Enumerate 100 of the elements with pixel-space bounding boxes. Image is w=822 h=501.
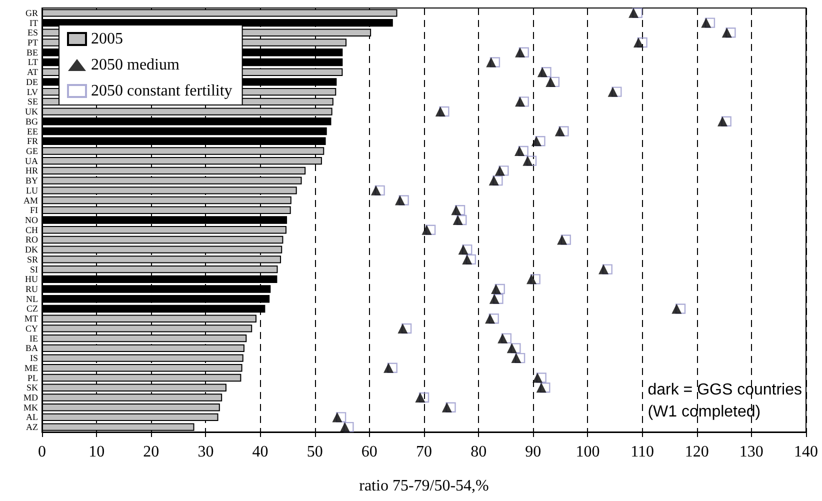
point [491, 284, 502, 294]
x-tick-label: 140 [794, 444, 818, 460]
point [498, 166, 509, 176]
point [370, 185, 381, 196]
y-tick-label: UK [25, 106, 38, 117]
x-tick-label: 100 [576, 444, 600, 460]
point [637, 37, 648, 48]
point [541, 66, 552, 78]
point [546, 76, 556, 87]
x-tick-label: 130 [739, 444, 764, 460]
point [332, 412, 342, 422]
annotation: dark = GGS countries (W1 completed) [648, 382, 802, 420]
point [451, 205, 462, 216]
y-tick-label: BG [25, 116, 38, 126]
y-tick-label: SR [26, 254, 38, 264]
point [514, 352, 526, 364]
y-tick-label: FI [30, 205, 38, 216]
y-tick-label: SE [27, 96, 38, 107]
point [466, 254, 476, 265]
y-tick-label: AT [27, 67, 38, 78]
point [490, 57, 500, 68]
y-tick-label: DK [25, 244, 38, 255]
point [598, 264, 609, 274]
point [489, 294, 500, 304]
point [442, 402, 452, 412]
point [633, 38, 644, 48]
y-tick-label: AM [23, 195, 38, 206]
point [672, 304, 682, 314]
point [418, 392, 430, 403]
y-tick-label: LV [26, 86, 38, 97]
y-tick-label: RO [25, 234, 38, 245]
x-tick-label: 80 [470, 444, 487, 460]
legend-label: 2005 [91, 30, 123, 48]
point [425, 224, 436, 235]
point [454, 205, 466, 216]
point [493, 294, 504, 304]
point [721, 116, 732, 126]
y-tick-label: IE [30, 333, 38, 344]
point [718, 116, 728, 126]
point [422, 224, 432, 235]
point [498, 333, 508, 344]
y-tick-label: GE [26, 146, 38, 156]
point [522, 156, 533, 166]
point [435, 106, 446, 117]
point [530, 274, 540, 284]
point [536, 372, 546, 383]
point [602, 264, 612, 274]
y-tick-label: GR [25, 8, 38, 18]
point [384, 362, 394, 373]
legend-label: 2050 medium [91, 56, 180, 74]
point [344, 422, 354, 432]
point [628, 8, 639, 18]
y-tick-label: CH [25, 224, 38, 235]
y-tick-label: DE [26, 76, 38, 87]
point [518, 146, 528, 156]
point [535, 136, 546, 146]
y-tick-label: SI [30, 264, 38, 274]
point [456, 214, 467, 226]
y-tick-label: FR [26, 136, 38, 146]
x-tick-label: 40 [252, 444, 268, 460]
point [488, 314, 499, 324]
point [340, 422, 350, 432]
point [704, 18, 716, 28]
point [510, 343, 521, 354]
point [494, 166, 505, 176]
y-tick-label: PT [27, 38, 38, 48]
y-tick-label: PL [27, 372, 38, 383]
point [488, 176, 499, 186]
y-tick-label: BY [25, 176, 38, 186]
point [537, 67, 548, 78]
point [531, 136, 542, 146]
point [446, 402, 456, 412]
y-tick-label: HR [25, 166, 38, 176]
point [557, 234, 568, 245]
y-tick-label: AZ [26, 422, 38, 432]
y-tick-label: ME [24, 362, 38, 373]
y-tick-label: BE [26, 47, 38, 58]
y-tick-label: HU [25, 274, 38, 284]
y-tick-label: RU [25, 284, 38, 294]
point [511, 353, 522, 364]
x-tick-label: 60 [361, 444, 378, 460]
point [675, 304, 686, 314]
y-tick-label: BA [25, 343, 38, 354]
y-tick-label: MD [23, 392, 38, 402]
point [492, 175, 503, 186]
point [398, 195, 409, 206]
point [612, 86, 622, 97]
x-tick-label: 50 [306, 444, 323, 460]
point [549, 76, 560, 88]
x-tick-label: 20 [143, 444, 160, 460]
point [394, 195, 405, 206]
point [439, 106, 450, 117]
point [387, 362, 398, 374]
point [554, 126, 565, 136]
point [540, 382, 550, 393]
point [515, 47, 526, 58]
y-tick-label: MT [24, 314, 38, 324]
y-tick-label: CY [25, 323, 38, 334]
point [632, 8, 642, 18]
y-tick-label: SK [26, 382, 38, 393]
